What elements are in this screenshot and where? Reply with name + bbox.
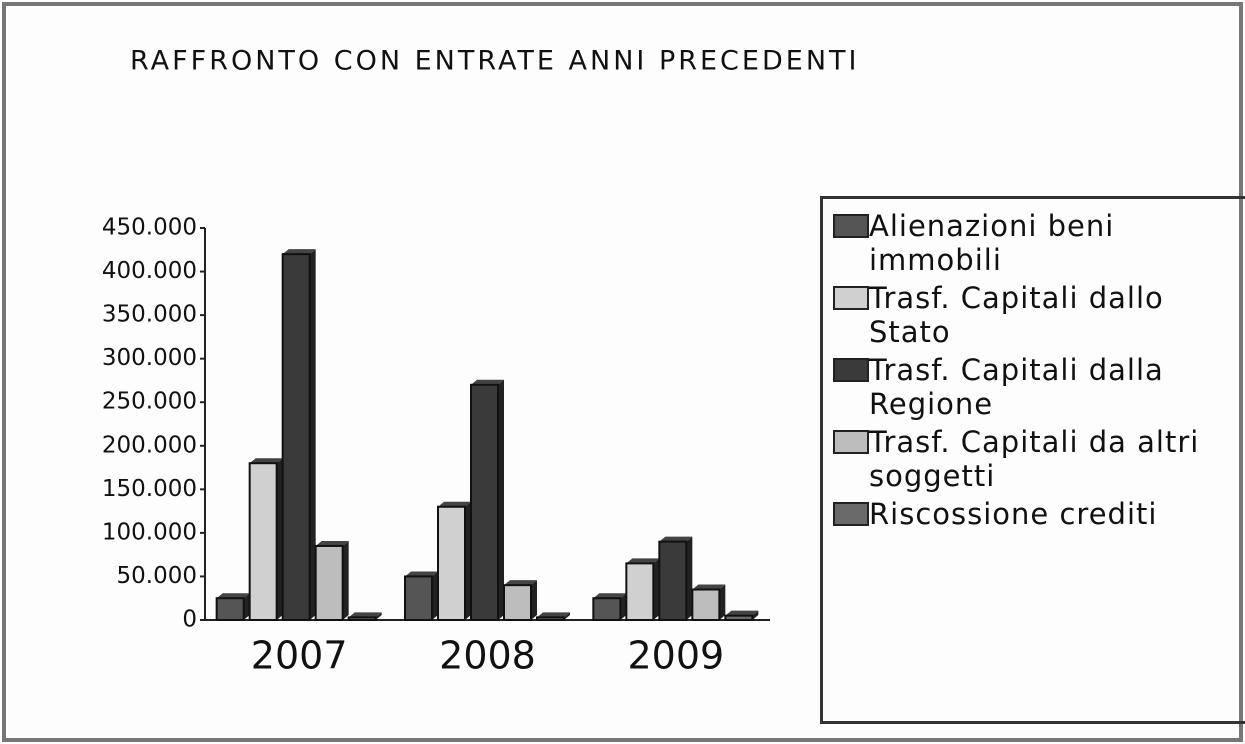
chart-title: RAFFRONTO CON ENTRATE ANNI PRECEDENTI bbox=[130, 46, 859, 77]
bar-top bbox=[282, 249, 316, 255]
bar bbox=[625, 562, 655, 622]
bar-top bbox=[348, 612, 382, 618]
bar bbox=[691, 588, 721, 621]
bar-side bbox=[276, 458, 283, 620]
bar bbox=[404, 575, 433, 622]
legend-swatch bbox=[833, 286, 869, 310]
legend: Alienazioni beni immobili Trasf. Capitali… bbox=[820, 196, 1245, 724]
bar bbox=[437, 505, 466, 621]
bar-side bbox=[432, 571, 438, 620]
y-tick-label: 50.000 bbox=[117, 563, 197, 589]
bar-top bbox=[537, 612, 570, 618]
bar-side bbox=[465, 501, 471, 620]
bar bbox=[314, 544, 344, 622]
x-tick-label: 2009 bbox=[627, 634, 724, 678]
bar-side bbox=[498, 379, 504, 620]
legend-item: Trasf. Capitali da altri soggetti bbox=[833, 425, 1243, 493]
legend-item: Riscossione crediti bbox=[833, 497, 1243, 531]
legend-label: Riscossione crediti bbox=[869, 497, 1158, 531]
bar-top bbox=[216, 593, 250, 599]
bar-side bbox=[752, 610, 759, 620]
bar-top bbox=[725, 610, 759, 616]
legend-label: Alienazioni beni immobili bbox=[869, 209, 1115, 277]
bar-top bbox=[659, 536, 693, 542]
bar-side bbox=[653, 558, 660, 620]
y-tick-label: 250.000 bbox=[102, 389, 197, 415]
bar-top bbox=[692, 584, 726, 590]
bar bbox=[470, 383, 499, 621]
legend-swatch bbox=[833, 430, 869, 454]
bar-top bbox=[405, 571, 438, 577]
x-tick-label: 2007 bbox=[251, 634, 348, 678]
bar bbox=[215, 597, 245, 622]
bar-side bbox=[719, 584, 726, 620]
bar-side bbox=[531, 580, 537, 620]
y-tick-label: 100.000 bbox=[102, 519, 197, 545]
bar-top bbox=[471, 379, 504, 385]
y-tick-label: 350.000 bbox=[102, 302, 197, 328]
y-tick-label: 450.000 bbox=[102, 215, 197, 241]
bar-top bbox=[626, 558, 660, 564]
bar bbox=[281, 253, 311, 621]
legend-label: Trasf. Capitali dalla Regione bbox=[869, 353, 1164, 421]
legend-item: Trasf. Capitali dalla Regione bbox=[833, 353, 1243, 421]
bar bbox=[658, 540, 688, 621]
y-tick-label: 400.000 bbox=[102, 258, 197, 284]
bar bbox=[724, 614, 754, 622]
legend-item: Trasf. Capitali dallo Stato bbox=[833, 281, 1243, 349]
y-tick-label: 0 bbox=[182, 607, 197, 633]
legend-item: Alienazioni beni immobili bbox=[833, 209, 1243, 277]
bar bbox=[347, 616, 377, 621]
bar bbox=[592, 597, 622, 622]
bar-side bbox=[686, 536, 693, 620]
y-tick-label: 300.000 bbox=[102, 345, 197, 371]
y-tick-label: 150.000 bbox=[102, 476, 197, 502]
legend-swatch bbox=[833, 358, 869, 382]
bar-side bbox=[243, 593, 250, 620]
bar-top bbox=[438, 501, 471, 507]
bar-top bbox=[249, 458, 283, 464]
bar-side bbox=[620, 593, 627, 620]
x-tick-label: 2008 bbox=[439, 634, 536, 678]
y-tick-label: 200.000 bbox=[102, 432, 197, 458]
bar-top bbox=[593, 593, 627, 599]
bar-side bbox=[309, 249, 316, 620]
legend-label: Trasf. Capitali da altri soggetti bbox=[869, 425, 1200, 493]
bar-side bbox=[564, 612, 570, 620]
legend-swatch bbox=[833, 502, 869, 526]
bar bbox=[248, 462, 278, 622]
bar-top bbox=[315, 540, 349, 546]
legend-swatch bbox=[833, 214, 869, 238]
bar bbox=[503, 584, 532, 622]
bar-side bbox=[342, 540, 349, 620]
bar-top bbox=[504, 580, 537, 586]
bar-side bbox=[375, 612, 382, 620]
legend-label: Trasf. Capitali dallo Stato bbox=[869, 281, 1164, 349]
bar bbox=[536, 616, 565, 621]
